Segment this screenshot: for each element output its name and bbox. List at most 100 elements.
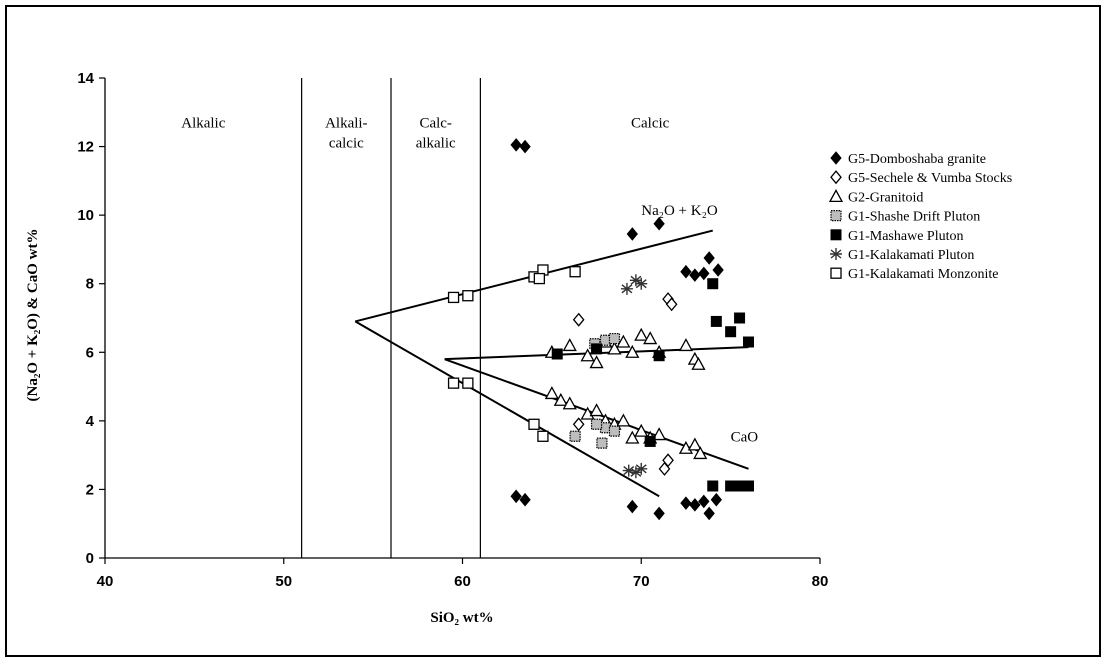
data-point — [635, 462, 648, 475]
data-point — [533, 272, 546, 285]
y-tick-label: 14 — [77, 70, 94, 87]
data-points — [447, 138, 754, 521]
data-point — [622, 464, 635, 477]
legend-entry: G2-Granitoid — [848, 190, 923, 205]
data-point — [703, 251, 715, 265]
data-point — [569, 430, 581, 442]
data-point — [572, 417, 585, 432]
data-point — [652, 427, 667, 441]
data-point — [643, 331, 658, 345]
data-point — [537, 430, 549, 442]
annotation: Na₂O + K₂O — [641, 203, 718, 219]
x-axis-label: SiO₂ wt% — [430, 610, 493, 626]
data-point — [608, 332, 621, 345]
y-axis-label: (Na₂O + K₂O) & CaO wt% — [25, 229, 41, 402]
data-point — [665, 297, 678, 312]
data-point — [569, 266, 581, 278]
legend-marker — [830, 248, 842, 260]
data-point — [689, 268, 701, 282]
data-point — [510, 489, 522, 504]
data-point — [591, 343, 603, 355]
chart-frame — [5, 5, 1101, 657]
data-point — [734, 312, 746, 324]
legend-entry: G1-Kalakamati Monzonite — [848, 267, 998, 282]
y-tick-label: 10 — [77, 207, 94, 224]
data-point — [562, 338, 577, 352]
legend-marker — [828, 189, 844, 203]
x-tick-label: 50 — [275, 573, 292, 590]
data-point — [616, 413, 631, 427]
data-point — [653, 506, 665, 521]
data-point — [447, 377, 460, 389]
data-point — [519, 139, 531, 154]
data-point — [596, 437, 608, 449]
annotations: Na₂O + K₂O CaO — [641, 203, 758, 445]
field-label-line: calcic — [329, 136, 364, 152]
data-point — [698, 266, 710, 281]
legend-marker — [830, 210, 842, 222]
data-point — [572, 312, 585, 327]
field-label: Alkali-calcic — [325, 116, 368, 152]
trend-line — [354, 320, 660, 498]
data-point — [658, 461, 671, 476]
legend-entry: G1-Kalakamati Pluton — [848, 248, 974, 263]
data-point — [710, 492, 722, 507]
data-point — [634, 327, 649, 341]
data-point — [608, 425, 621, 437]
data-point — [562, 396, 577, 410]
data-point — [519, 492, 531, 507]
data-point — [687, 437, 702, 451]
legend: G5-Domboshaba granite G5-Sechele & Vumba … — [828, 145, 1090, 320]
field-label-line: Alkalic — [181, 116, 225, 132]
data-point — [689, 498, 701, 512]
legend-marker — [830, 267, 842, 279]
data-point — [653, 216, 665, 231]
data-point — [510, 138, 522, 152]
data-point — [693, 446, 708, 460]
data-point — [703, 506, 715, 521]
data-point — [634, 423, 649, 437]
data-point — [544, 386, 559, 400]
data-point — [626, 499, 638, 514]
data-point — [691, 356, 706, 370]
data-point — [553, 392, 568, 406]
field-label-line: Alkali- — [325, 116, 368, 132]
field-label-line: alkalic — [416, 136, 456, 152]
annotation: CaO — [731, 429, 759, 445]
field-label: Calcic — [631, 116, 670, 132]
legend-marker — [830, 170, 842, 185]
data-point — [607, 341, 622, 355]
data-point — [680, 496, 692, 510]
y-tick-label: 8 — [86, 276, 94, 293]
data-point — [625, 344, 640, 358]
y-tick-label: 2 — [86, 481, 94, 498]
data-point — [712, 263, 724, 277]
data-point — [616, 334, 631, 348]
y-tick-label: 0 — [86, 550, 94, 567]
data-point — [447, 291, 460, 304]
y-tick-label: 12 — [77, 139, 94, 156]
data-point — [743, 336, 754, 348]
legend-entry: G1-Mashawe Pluton — [848, 229, 964, 244]
field-label: Calc-alkalic — [416, 116, 456, 152]
legend-marker — [830, 151, 842, 165]
data-point — [678, 338, 694, 352]
data-point — [698, 494, 710, 509]
field-label-line: Calc- — [419, 116, 451, 132]
data-point — [635, 277, 648, 290]
data-point — [626, 227, 638, 241]
data-point — [680, 264, 692, 279]
field-label-line: Calcic — [631, 116, 670, 132]
data-point — [710, 315, 722, 327]
data-point — [589, 403, 604, 417]
data-point — [743, 480, 754, 492]
data-point — [707, 278, 719, 290]
x-tick-label: 80 — [812, 573, 829, 590]
data-point — [528, 418, 540, 430]
legend-entry: G5-Sechele & Vumba Stocks — [848, 171, 1012, 186]
data-point — [580, 348, 595, 362]
x-tick-label: 70 — [633, 573, 650, 590]
legend-entry: G5-Domboshaba granite — [848, 152, 986, 167]
legend-marker — [830, 229, 842, 241]
